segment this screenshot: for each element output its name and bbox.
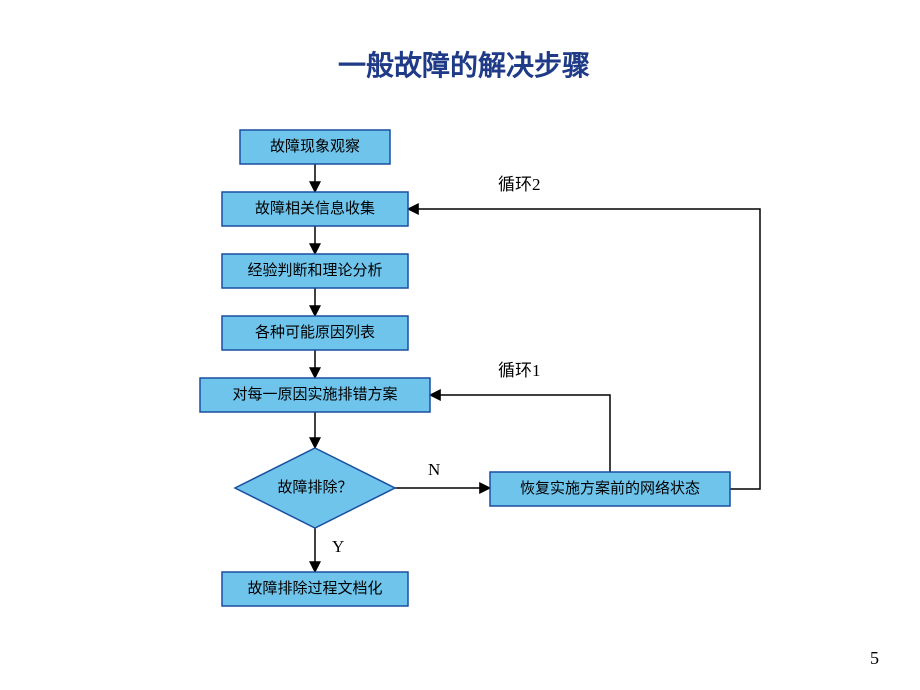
page-title: 一般故障的解决步骤 (338, 44, 590, 84)
edge-label: Y (332, 537, 344, 556)
flow-decision-label: 故障排除？ (277, 478, 352, 496)
edge-label: 循环2 (498, 175, 541, 194)
flow-box-label: 经验判断和理论分析 (247, 262, 382, 279)
flow-box-label: 各种可能原因列表 (255, 324, 375, 341)
page-number: 5 (870, 648, 879, 669)
edge-label: 循环1 (498, 361, 541, 380)
flow-box-label: 故障现象观察 (270, 137, 360, 155)
flow-box-label: 故障相关信息收集 (255, 199, 375, 217)
edge-n6-n5 (430, 395, 610, 472)
edge-label: N (428, 460, 440, 479)
flow-box-label: 故障排除过程文档化 (247, 579, 382, 597)
flow-box-label: 对每一原因实施排错方案 (232, 385, 397, 403)
flowchart-canvas: N Y 循环1 循环2 故障现象观察故障相关信息收集经验判断和理论分析各种可能原因列表对… (0, 0, 920, 690)
edge-n6-n2 (408, 209, 760, 489)
flow-box-label: 恢复实施方案前的网络状态 (520, 479, 700, 497)
